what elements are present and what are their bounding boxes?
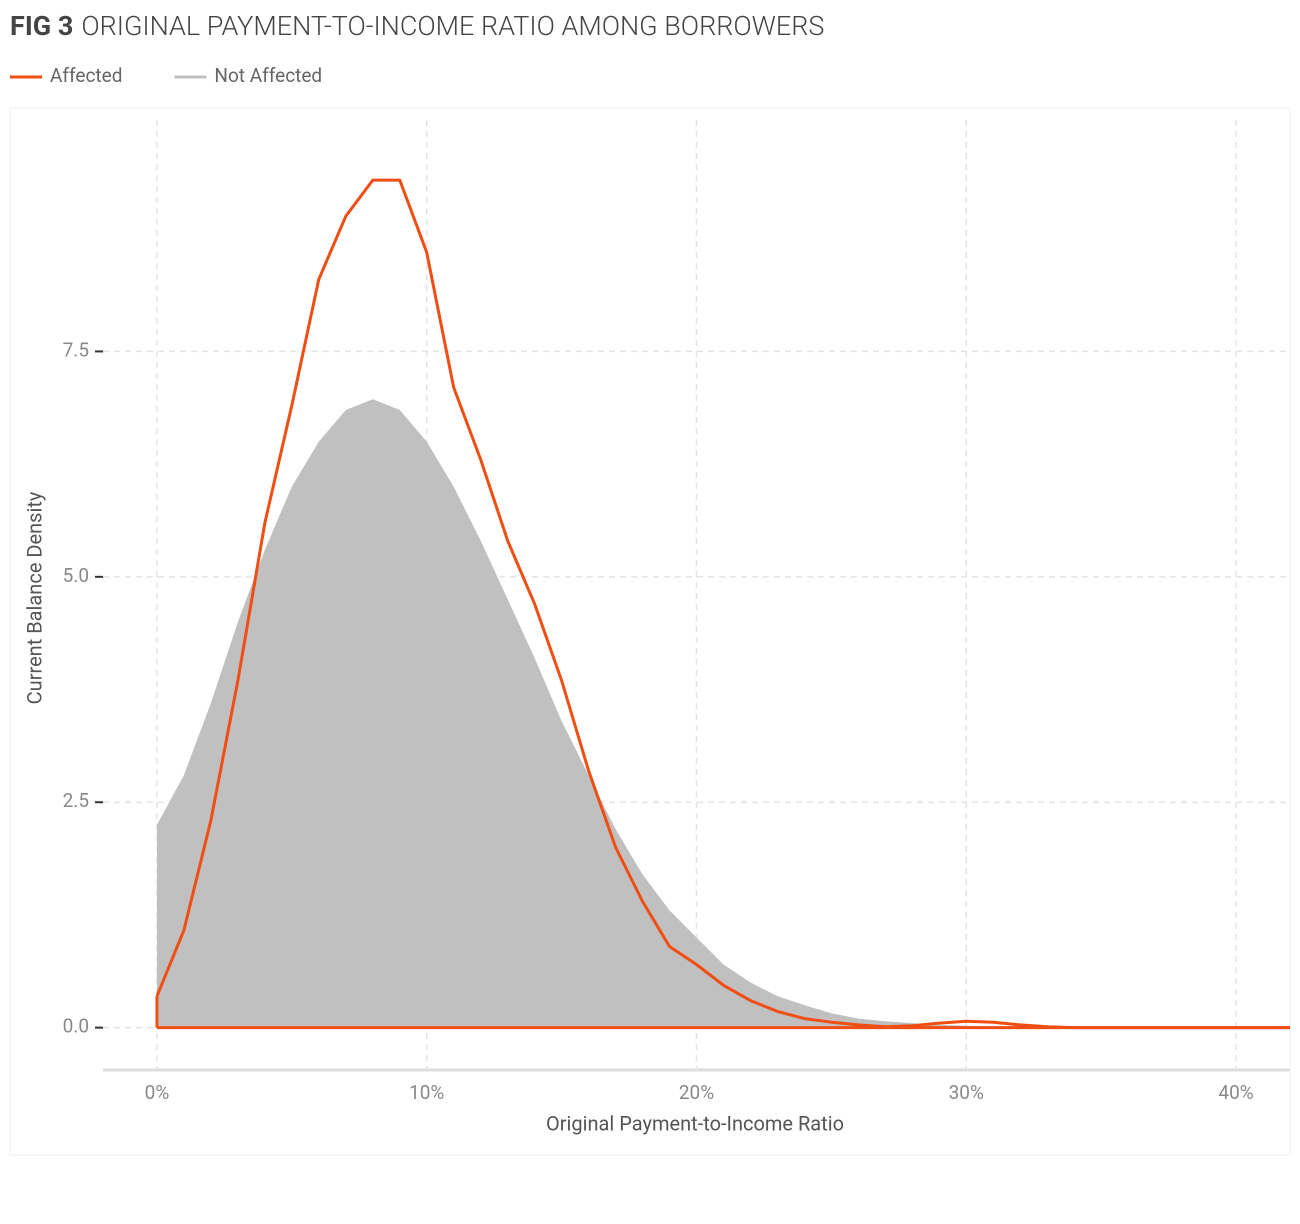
- x-tick-label: 10%: [409, 1081, 444, 1104]
- density-area: [156, 399, 1290, 1028]
- chart-title: FIG 3 ORIGINAL PAYMENT-TO-INCOME RATIO AM…: [10, 10, 824, 42]
- x-tick-label: 20%: [679, 1081, 714, 1104]
- x-tick-label: 0%: [145, 1081, 170, 1104]
- density-line: [155, 178, 1290, 1030]
- legend-label: Not Affected: [214, 64, 322, 87]
- y-tick-label: 5.0: [63, 564, 89, 587]
- x-tick-label: 30%: [949, 1081, 984, 1104]
- y-axis-title: Current Balance Density: [22, 491, 46, 704]
- y-tick-label: 7.5: [63, 338, 89, 361]
- figure-label: FIG 3: [10, 10, 73, 42]
- title-text: ORIGINAL PAYMENT-TO-INCOME RATIO AMONG B…: [81, 10, 824, 42]
- data-layer: [155, 178, 1290, 1030]
- y-tick-label: 0.0: [63, 1015, 89, 1038]
- y-tick-label: 2.5: [63, 789, 89, 812]
- panel-border: [9, 107, 1291, 1156]
- x-tick-label: 40%: [1218, 1081, 1253, 1104]
- legend-label: Affected: [50, 64, 122, 87]
- x-axis-title: Original Payment-to-Income Ratio: [546, 1111, 844, 1135]
